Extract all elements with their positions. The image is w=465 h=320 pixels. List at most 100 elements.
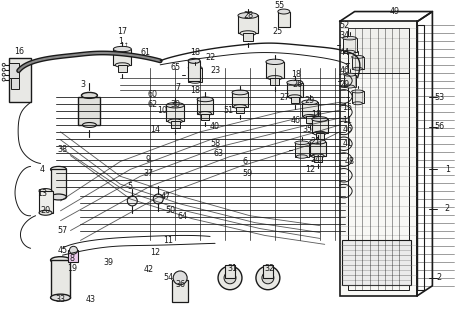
Ellipse shape bbox=[352, 55, 364, 59]
Text: 41: 41 bbox=[343, 139, 352, 148]
Bar bbox=[236, 107, 244, 113]
Bar bbox=[238, 15, 258, 33]
Ellipse shape bbox=[353, 102, 362, 105]
Ellipse shape bbox=[268, 76, 282, 80]
Ellipse shape bbox=[312, 117, 328, 121]
Ellipse shape bbox=[295, 141, 309, 144]
Bar bbox=[352, 57, 364, 69]
Bar bbox=[171, 121, 179, 128]
Ellipse shape bbox=[197, 97, 213, 102]
Text: 31: 31 bbox=[227, 263, 237, 273]
Text: 11: 11 bbox=[343, 116, 352, 124]
Bar bbox=[287, 83, 303, 97]
Text: 37: 37 bbox=[143, 169, 153, 178]
Ellipse shape bbox=[232, 90, 248, 95]
Bar bbox=[11, 78, 19, 90]
Bar bbox=[314, 156, 322, 162]
Ellipse shape bbox=[287, 80, 303, 85]
Bar bbox=[9, 63, 19, 78]
Text: 61: 61 bbox=[140, 48, 150, 58]
Text: 10: 10 bbox=[157, 106, 167, 115]
Bar bbox=[270, 78, 279, 85]
Text: 19: 19 bbox=[67, 263, 78, 273]
Text: 27: 27 bbox=[280, 93, 290, 102]
Text: 3: 3 bbox=[80, 80, 85, 89]
Ellipse shape bbox=[313, 131, 326, 135]
Text: 7: 7 bbox=[176, 83, 181, 92]
Text: 43: 43 bbox=[86, 295, 95, 304]
Ellipse shape bbox=[296, 155, 307, 158]
Bar bbox=[348, 28, 410, 73]
Text: 29: 29 bbox=[305, 96, 315, 105]
Bar bbox=[51, 260, 71, 298]
Bar bbox=[188, 61, 200, 81]
Text: 59: 59 bbox=[243, 169, 253, 178]
Text: 34: 34 bbox=[339, 31, 350, 40]
Bar bbox=[310, 142, 325, 156]
Ellipse shape bbox=[312, 154, 324, 158]
Bar bbox=[316, 133, 324, 140]
Ellipse shape bbox=[344, 50, 355, 54]
Bar bbox=[172, 280, 188, 301]
Text: 18: 18 bbox=[291, 70, 301, 79]
Ellipse shape bbox=[82, 123, 96, 127]
Text: 39: 39 bbox=[103, 258, 113, 267]
Ellipse shape bbox=[345, 85, 354, 88]
Ellipse shape bbox=[190, 80, 201, 83]
Bar bbox=[312, 119, 328, 133]
Bar bbox=[243, 33, 253, 41]
Ellipse shape bbox=[39, 210, 52, 215]
Bar bbox=[263, 265, 273, 278]
Text: 58: 58 bbox=[210, 139, 220, 148]
Text: 21: 21 bbox=[311, 137, 321, 146]
Text: 57: 57 bbox=[57, 226, 67, 235]
Text: 11: 11 bbox=[163, 236, 173, 245]
Text: 1: 1 bbox=[118, 36, 123, 46]
Bar bbox=[278, 12, 290, 27]
Text: 47: 47 bbox=[160, 191, 170, 201]
Text: 14: 14 bbox=[150, 125, 160, 134]
Text: 36: 36 bbox=[175, 280, 185, 289]
Text: 52: 52 bbox=[339, 21, 350, 30]
Text: 32: 32 bbox=[265, 263, 275, 273]
Text: 46: 46 bbox=[339, 66, 350, 75]
Ellipse shape bbox=[303, 115, 316, 118]
Bar bbox=[188, 68, 202, 82]
Text: 53: 53 bbox=[434, 93, 445, 102]
Circle shape bbox=[218, 266, 242, 290]
Text: 50: 50 bbox=[165, 206, 175, 215]
Ellipse shape bbox=[168, 119, 182, 124]
Text: 9: 9 bbox=[146, 155, 151, 164]
Ellipse shape bbox=[353, 67, 362, 70]
Text: 29: 29 bbox=[339, 80, 350, 89]
Ellipse shape bbox=[188, 59, 200, 63]
Bar bbox=[225, 265, 235, 278]
Bar bbox=[201, 114, 209, 120]
Bar bbox=[291, 97, 299, 103]
Ellipse shape bbox=[51, 257, 71, 264]
Text: 62: 62 bbox=[147, 100, 157, 109]
Ellipse shape bbox=[166, 103, 184, 108]
Text: 6: 6 bbox=[242, 157, 247, 166]
Bar bbox=[344, 75, 356, 86]
Ellipse shape bbox=[233, 105, 246, 108]
Bar bbox=[118, 65, 127, 72]
Text: 22: 22 bbox=[205, 53, 215, 62]
Ellipse shape bbox=[188, 66, 202, 69]
Text: 4: 4 bbox=[40, 165, 45, 174]
Text: 17: 17 bbox=[117, 27, 127, 36]
Circle shape bbox=[2, 73, 5, 76]
Text: 48: 48 bbox=[345, 157, 355, 166]
Bar bbox=[342, 240, 412, 285]
Bar bbox=[39, 191, 53, 213]
Ellipse shape bbox=[238, 12, 258, 19]
Text: 65: 65 bbox=[170, 63, 180, 72]
Circle shape bbox=[2, 78, 5, 81]
Text: 55: 55 bbox=[275, 1, 285, 10]
Bar bbox=[343, 38, 357, 52]
Ellipse shape bbox=[266, 59, 284, 65]
Ellipse shape bbox=[115, 63, 130, 67]
Bar bbox=[302, 102, 318, 116]
Text: 13: 13 bbox=[38, 188, 47, 197]
Text: 49: 49 bbox=[390, 7, 399, 16]
